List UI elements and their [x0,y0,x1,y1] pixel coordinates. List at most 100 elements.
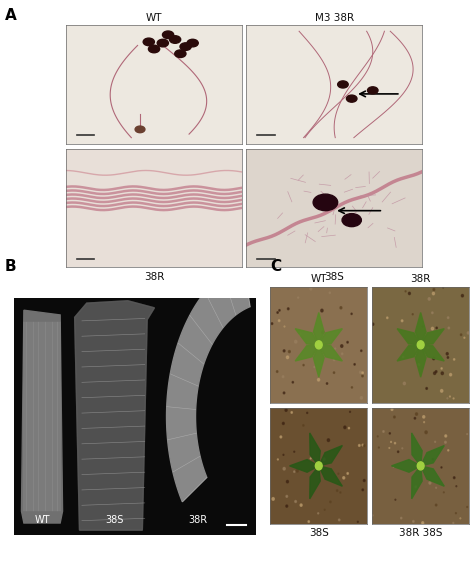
Circle shape [372,323,374,325]
Circle shape [446,352,448,355]
Circle shape [443,287,444,288]
Circle shape [398,451,399,453]
Circle shape [335,348,336,349]
Circle shape [391,408,393,410]
Circle shape [271,323,273,324]
Text: B: B [5,259,17,274]
Text: WT: WT [310,274,327,284]
Circle shape [357,521,358,522]
Circle shape [422,326,423,327]
Circle shape [362,372,364,374]
Circle shape [282,376,284,378]
Polygon shape [290,459,319,472]
Circle shape [175,50,186,57]
Circle shape [387,317,388,319]
Circle shape [445,435,447,437]
Polygon shape [295,345,319,361]
Polygon shape [392,459,420,472]
Circle shape [143,38,155,46]
Circle shape [343,477,345,479]
Circle shape [393,416,395,418]
Text: WT: WT [34,515,50,525]
Circle shape [327,383,328,385]
Circle shape [364,480,365,481]
Circle shape [354,364,355,365]
Text: A: A [5,8,17,24]
Circle shape [327,439,329,441]
Circle shape [454,477,455,479]
Circle shape [294,471,295,472]
Circle shape [340,492,341,493]
Circle shape [315,341,322,349]
Circle shape [278,320,280,321]
Circle shape [449,396,450,397]
Circle shape [436,504,437,506]
Polygon shape [75,301,155,530]
Text: 38R: 38R [144,272,164,282]
Circle shape [394,443,396,444]
Circle shape [310,458,311,459]
Circle shape [360,396,363,399]
Circle shape [445,441,447,443]
Polygon shape [397,345,420,361]
Circle shape [351,387,353,388]
Circle shape [330,501,331,503]
Circle shape [157,39,168,47]
Polygon shape [420,345,444,361]
Circle shape [360,371,362,373]
Circle shape [329,292,330,293]
Circle shape [303,425,304,426]
Circle shape [449,373,452,376]
Circle shape [416,350,417,351]
Polygon shape [415,345,426,377]
Circle shape [453,398,454,399]
Circle shape [277,312,278,314]
Circle shape [314,367,315,368]
Circle shape [322,331,324,334]
Circle shape [378,447,379,448]
Circle shape [393,466,394,467]
Circle shape [291,412,292,413]
Circle shape [447,398,448,399]
Circle shape [333,372,335,373]
Text: 38S: 38S [105,515,124,525]
Circle shape [170,35,181,43]
Circle shape [417,462,424,470]
Circle shape [294,340,297,343]
Circle shape [401,517,402,519]
Circle shape [448,450,449,451]
Circle shape [413,521,414,522]
Circle shape [389,433,391,434]
Circle shape [423,415,425,418]
Circle shape [405,291,406,292]
Circle shape [300,333,301,335]
Circle shape [364,445,365,446]
Circle shape [315,346,317,349]
Circle shape [321,309,323,312]
Circle shape [414,417,416,419]
Circle shape [308,521,310,522]
Circle shape [323,458,325,461]
Text: 38R 38S: 38R 38S [399,528,442,538]
Circle shape [337,81,348,88]
Polygon shape [411,466,422,499]
Circle shape [401,320,403,321]
Circle shape [283,467,285,470]
Circle shape [286,505,288,507]
Circle shape [418,364,419,365]
Circle shape [289,351,290,352]
Circle shape [409,292,410,294]
Circle shape [295,501,296,503]
Circle shape [148,45,160,53]
Circle shape [286,480,289,483]
Text: 38R: 38R [188,515,208,525]
Circle shape [377,436,378,437]
Text: 38R: 38R [410,274,431,284]
Circle shape [402,356,403,358]
Circle shape [310,288,312,290]
Circle shape [460,334,462,336]
Circle shape [432,458,433,460]
Polygon shape [310,433,320,466]
Circle shape [424,422,425,423]
Text: 38S: 38S [324,272,344,282]
